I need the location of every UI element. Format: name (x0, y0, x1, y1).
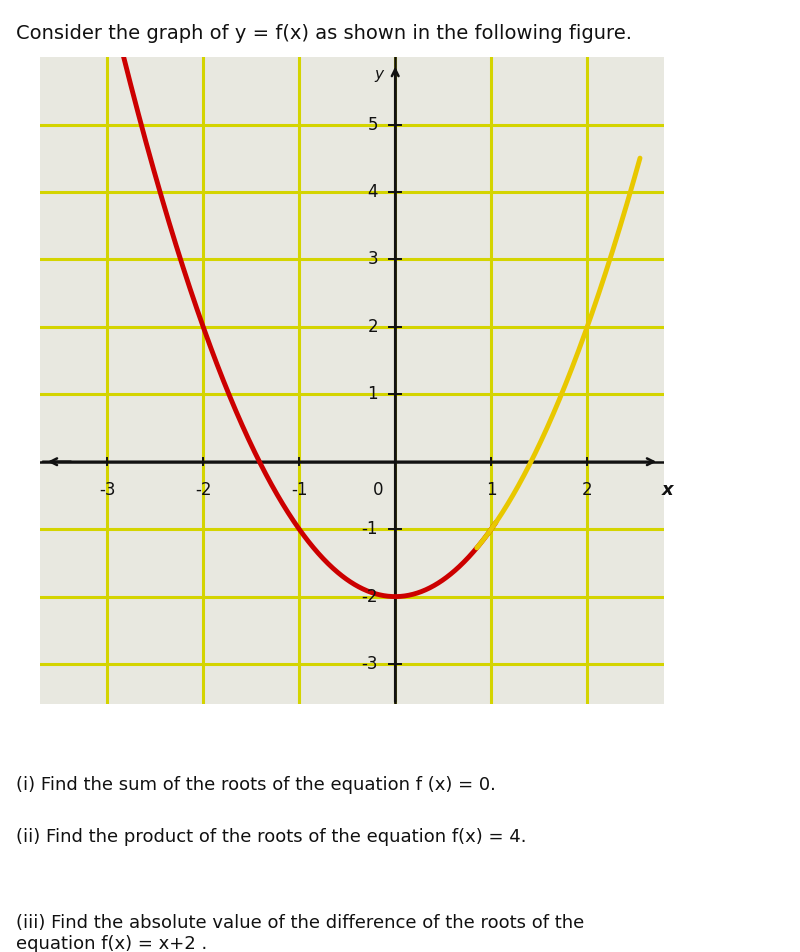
Text: -3: -3 (99, 481, 115, 499)
Text: 2: 2 (367, 318, 378, 336)
Text: -2: -2 (362, 587, 378, 605)
Text: -2: -2 (195, 481, 211, 499)
Text: Consider the graph of y = f(x) as shown in the following figure.: Consider the graph of y = f(x) as shown … (16, 24, 632, 43)
Text: 5: 5 (367, 115, 378, 133)
Text: -1: -1 (362, 520, 378, 538)
Text: -3: -3 (362, 655, 378, 673)
Text: y: y (374, 68, 384, 82)
Text: (iii) Find the absolute value of the difference of the roots of the
equation f(x: (iii) Find the absolute value of the dif… (16, 914, 584, 952)
Text: 3: 3 (367, 250, 378, 268)
Text: x: x (662, 481, 674, 499)
Text: 4: 4 (367, 183, 378, 201)
Text: 1: 1 (486, 481, 497, 499)
Text: 1: 1 (367, 386, 378, 404)
Text: -1: -1 (291, 481, 307, 499)
Text: 0: 0 (373, 481, 384, 499)
Text: (ii) Find the product of the roots of the equation f(x) = 4.: (ii) Find the product of the roots of th… (16, 828, 526, 846)
Text: (i) Find the sum of the roots of the equation f (x) = 0.: (i) Find the sum of the roots of the equ… (16, 776, 496, 794)
Text: 2: 2 (582, 481, 593, 499)
